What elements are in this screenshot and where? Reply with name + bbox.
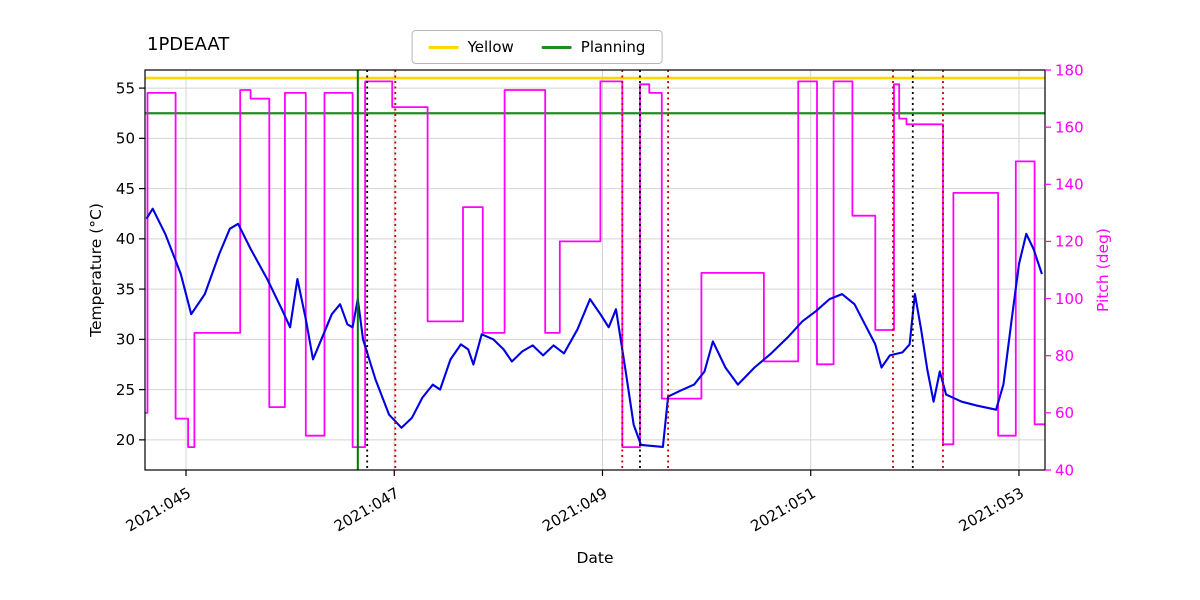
event-vlines bbox=[356, 70, 944, 470]
y-right-tick-label: 100 bbox=[1055, 290, 1084, 308]
limit-lines bbox=[145, 76, 1045, 115]
y-left-tick-label: 25 bbox=[116, 381, 135, 399]
y-right-tick-label: 180 bbox=[1055, 61, 1084, 79]
y-right-tick-label: 120 bbox=[1055, 233, 1084, 251]
y-right-tick-label: 60 bbox=[1055, 404, 1074, 422]
y-right-tick-label: 140 bbox=[1055, 176, 1084, 194]
pitch-series-line bbox=[145, 80, 1045, 449]
legend-item-planning: Planning bbox=[541, 38, 646, 56]
planning-line-swatch bbox=[541, 45, 572, 49]
temperature-1PDEAAT-series-line bbox=[145, 207, 1043, 448]
y-right-tick-label: 40 bbox=[1055, 461, 1074, 479]
series bbox=[145, 80, 1045, 449]
x-axis-label: Date bbox=[576, 549, 614, 567]
legend: Yellow Planning bbox=[411, 30, 663, 64]
y-left-tick-label: 35 bbox=[116, 280, 135, 298]
y-left-tick-label: 30 bbox=[116, 331, 135, 349]
axes-spines bbox=[144, 69, 1046, 471]
x-tick-label: 2021:047 bbox=[331, 484, 402, 536]
legend-item-yellow: Yellow bbox=[428, 38, 514, 56]
x-tick-label: 2021:053 bbox=[956, 484, 1027, 536]
x-tick-label: 2021:051 bbox=[748, 484, 819, 536]
legend-label-planning: Planning bbox=[580, 38, 646, 56]
x-tick-label: 2021:049 bbox=[539, 484, 610, 536]
y-left-tick-label: 40 bbox=[116, 230, 135, 248]
y-right-tick-label: 160 bbox=[1055, 118, 1084, 136]
y-left-tick-label: 20 bbox=[116, 431, 135, 449]
y-axis-label-left: Temperature (°C) bbox=[87, 203, 105, 337]
y-left-tick-label: 45 bbox=[116, 180, 135, 198]
chart-title: 1PDEAAT bbox=[147, 34, 230, 55]
gridlines bbox=[145, 70, 1045, 470]
x-tick-label: 2021:045 bbox=[123, 484, 194, 536]
yellow-line-swatch bbox=[428, 45, 459, 49]
legend-label-yellow: Yellow bbox=[467, 38, 514, 56]
y-axis-label-right: Pitch (deg) bbox=[1094, 228, 1112, 312]
y-left-tick-label: 50 bbox=[116, 130, 135, 148]
y-right-tick-label: 80 bbox=[1055, 347, 1074, 365]
y-left-tick-label: 55 bbox=[116, 79, 135, 97]
